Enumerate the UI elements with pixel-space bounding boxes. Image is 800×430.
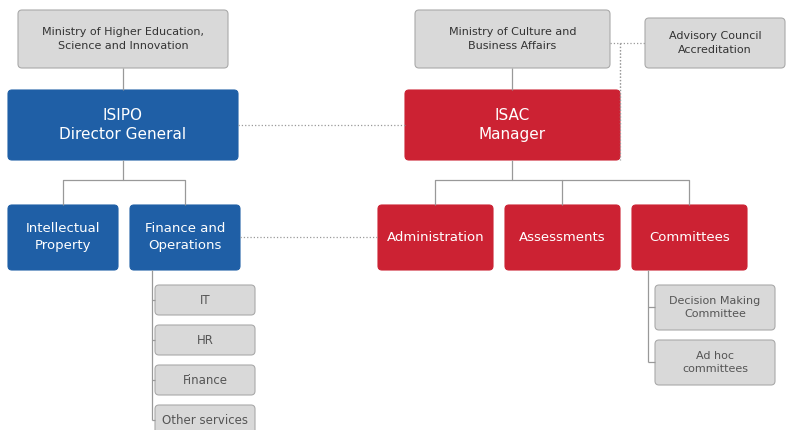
FancyBboxPatch shape xyxy=(655,340,775,385)
Text: Ministry of Higher Education,
Science and Innovation: Ministry of Higher Education, Science an… xyxy=(42,28,204,51)
Text: Ad hoc
committees: Ad hoc committees xyxy=(682,351,748,374)
Text: IT: IT xyxy=(200,294,210,307)
FancyBboxPatch shape xyxy=(655,285,775,330)
Text: Intellectual
Property: Intellectual Property xyxy=(26,222,100,252)
FancyBboxPatch shape xyxy=(632,205,747,270)
FancyBboxPatch shape xyxy=(18,10,228,68)
FancyBboxPatch shape xyxy=(130,205,240,270)
Text: Other services: Other services xyxy=(162,414,248,427)
Text: ISIPO
Director General: ISIPO Director General xyxy=(59,108,186,142)
Text: Finance and
Operations: Finance and Operations xyxy=(145,222,225,252)
Text: Administration: Administration xyxy=(386,231,484,244)
Text: Ministry of Culture and
Business Affairs: Ministry of Culture and Business Affairs xyxy=(449,28,576,51)
FancyBboxPatch shape xyxy=(155,325,255,355)
FancyBboxPatch shape xyxy=(8,90,238,160)
FancyBboxPatch shape xyxy=(155,405,255,430)
Text: Assessments: Assessments xyxy=(519,231,606,244)
Text: Finance: Finance xyxy=(182,374,227,387)
FancyBboxPatch shape xyxy=(405,90,620,160)
FancyBboxPatch shape xyxy=(415,10,610,68)
FancyBboxPatch shape xyxy=(505,205,620,270)
FancyBboxPatch shape xyxy=(378,205,493,270)
FancyBboxPatch shape xyxy=(155,285,255,315)
Text: Decision Making
Committee: Decision Making Committee xyxy=(670,296,761,319)
Text: Committees: Committees xyxy=(649,231,730,244)
FancyBboxPatch shape xyxy=(155,365,255,395)
Text: HR: HR xyxy=(197,334,214,347)
Text: Advisory Council
Accreditation: Advisory Council Accreditation xyxy=(669,31,762,55)
FancyBboxPatch shape xyxy=(645,18,785,68)
Text: ISAC
Manager: ISAC Manager xyxy=(479,108,546,142)
FancyBboxPatch shape xyxy=(8,205,118,270)
